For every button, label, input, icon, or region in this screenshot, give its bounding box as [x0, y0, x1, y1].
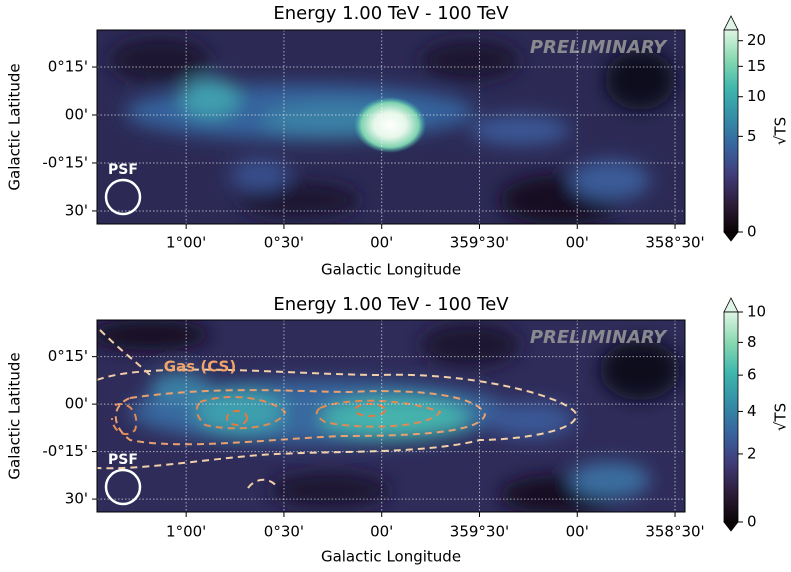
colorbar-tick-label: 15 — [747, 57, 766, 75]
colorbar-tick-label: 10 — [747, 303, 766, 321]
x-axis-label: Galactic Longitude — [321, 548, 461, 566]
x-tick-label: 358°30' — [645, 234, 704, 252]
x-tick-label: 00' — [566, 234, 589, 252]
x-axis-label: Galactic Longitude — [321, 261, 461, 279]
colorbar-tick-label: 10 — [747, 87, 766, 105]
x-tick-label: 1°00' — [166, 523, 206, 541]
y-tick-label: 00' — [65, 106, 88, 124]
y-tick-label: 0°15' — [48, 347, 88, 365]
colorbar — [724, 312, 738, 522]
chart-title: Energy 1.00 TeV - 100 TeV — [273, 3, 509, 24]
colorbar — [724, 30, 738, 232]
colorbar-tick-label: 6 — [747, 366, 757, 384]
watermark: PRELIMINARY — [530, 37, 668, 58]
figure: PRELIMINARY PSF 1°00' 0°30' 00' 359°30' 00' 358… — [0, 0, 791, 572]
x-tick-label: 00' — [370, 234, 393, 252]
y-axis-label: Galactic Latitude — [6, 352, 24, 479]
sky-map — [90, 320, 685, 515]
psf-label: PSF — [108, 162, 138, 178]
colorbar-extend — [724, 16, 738, 30]
contour-label: Gas (CS) — [164, 358, 236, 376]
colorbar-tick-label: 5 — [747, 127, 757, 145]
y-axis-label: Galactic Latitude — [6, 63, 24, 190]
colorbar-tick-label: 4 — [747, 402, 757, 420]
colorbar-label: √TS — [772, 403, 790, 431]
y-tick-label: -0°15' — [42, 442, 88, 460]
x-tick-label: 1°00' — [166, 234, 206, 252]
x-tick-label: 358°30' — [645, 523, 704, 541]
colorbar-tick-label: 0 — [747, 223, 757, 241]
colorbar-extend — [724, 298, 738, 312]
colorbar-tick-label: 0 — [747, 513, 757, 531]
psf-label: PSF — [108, 452, 138, 468]
colorbar-tick-label: 8 — [747, 333, 757, 351]
x-tick-label: 0°30' — [264, 234, 304, 252]
sky-map — [97, 30, 685, 225]
y-tick-label: 30' — [65, 201, 88, 219]
x-tick-label: 359°30' — [450, 523, 509, 541]
y-tick-label: 00' — [65, 395, 88, 413]
y-tick-label: 0°15' — [48, 58, 88, 76]
colorbar-extend — [724, 522, 738, 531]
x-tick-label: 00' — [370, 523, 393, 541]
colorbar-label: √TS — [772, 117, 790, 145]
colorbar-tick-label: 20 — [747, 31, 766, 49]
chart-title: Energy 1.00 TeV - 100 TeV — [273, 294, 509, 315]
y-tick-label: -0°15' — [42, 153, 88, 171]
colorbar-extend — [724, 232, 738, 241]
colorbar-tick-label: 2 — [747, 444, 757, 462]
x-tick-label: 0°30' — [264, 523, 304, 541]
x-tick-label: 00' — [566, 523, 589, 541]
x-tick-label: 359°30' — [450, 234, 509, 252]
watermark: PRELIMINARY — [530, 327, 668, 348]
y-tick-label: 30' — [65, 490, 88, 508]
